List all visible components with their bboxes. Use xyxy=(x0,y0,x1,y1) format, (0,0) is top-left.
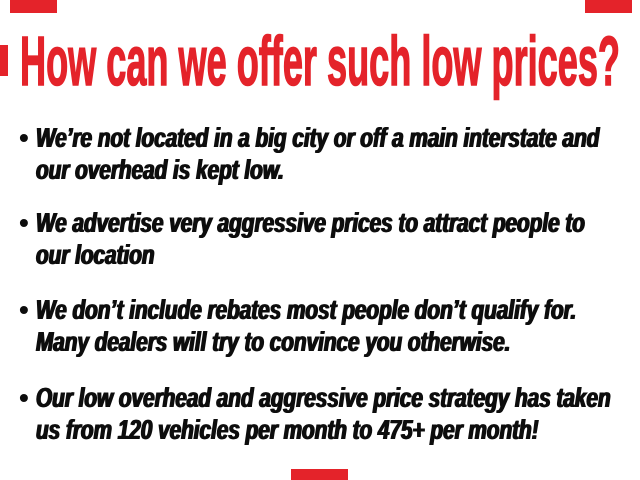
red-bar-top-right xyxy=(585,0,632,13)
red-bar-bottom xyxy=(291,469,348,480)
bullet-line: Our low overhead and aggressive price st… xyxy=(36,382,611,413)
red-bar-top-left xyxy=(10,0,57,13)
bullet-text: Our low overhead and aggressive price st… xyxy=(36,382,640,446)
title-banner: How can we offer such low prices? xyxy=(19,21,621,101)
bullet-marker: • xyxy=(19,382,29,413)
red-mark-left-edge xyxy=(0,45,8,76)
bullet-text: We don’t include rebates most people don… xyxy=(36,294,640,358)
bullet-marker: • xyxy=(19,122,29,153)
bullet-line: We advertise very aggressive prices to a… xyxy=(36,207,585,238)
bullet-line: us from 120 vehicles per month to 475+ p… xyxy=(36,414,539,445)
bullet-text: We advertise very aggressive prices to a… xyxy=(36,207,640,271)
bullet-line: our location xyxy=(36,239,155,270)
bullet-line: We don’t include rebates most people don… xyxy=(36,294,577,325)
bullet-line: Many dealers will try to convince you ot… xyxy=(36,326,511,357)
bullet-marker: • xyxy=(19,207,29,238)
bullet-text: We’re not located in a big city or off a… xyxy=(36,122,640,186)
bullet-line: We’re not located in a big city or off a… xyxy=(36,122,600,153)
bullet-line: our overhead is kept low. xyxy=(36,154,284,185)
bullet-marker: • xyxy=(19,294,29,325)
page-title: How can we offer such low prices? xyxy=(20,22,620,100)
